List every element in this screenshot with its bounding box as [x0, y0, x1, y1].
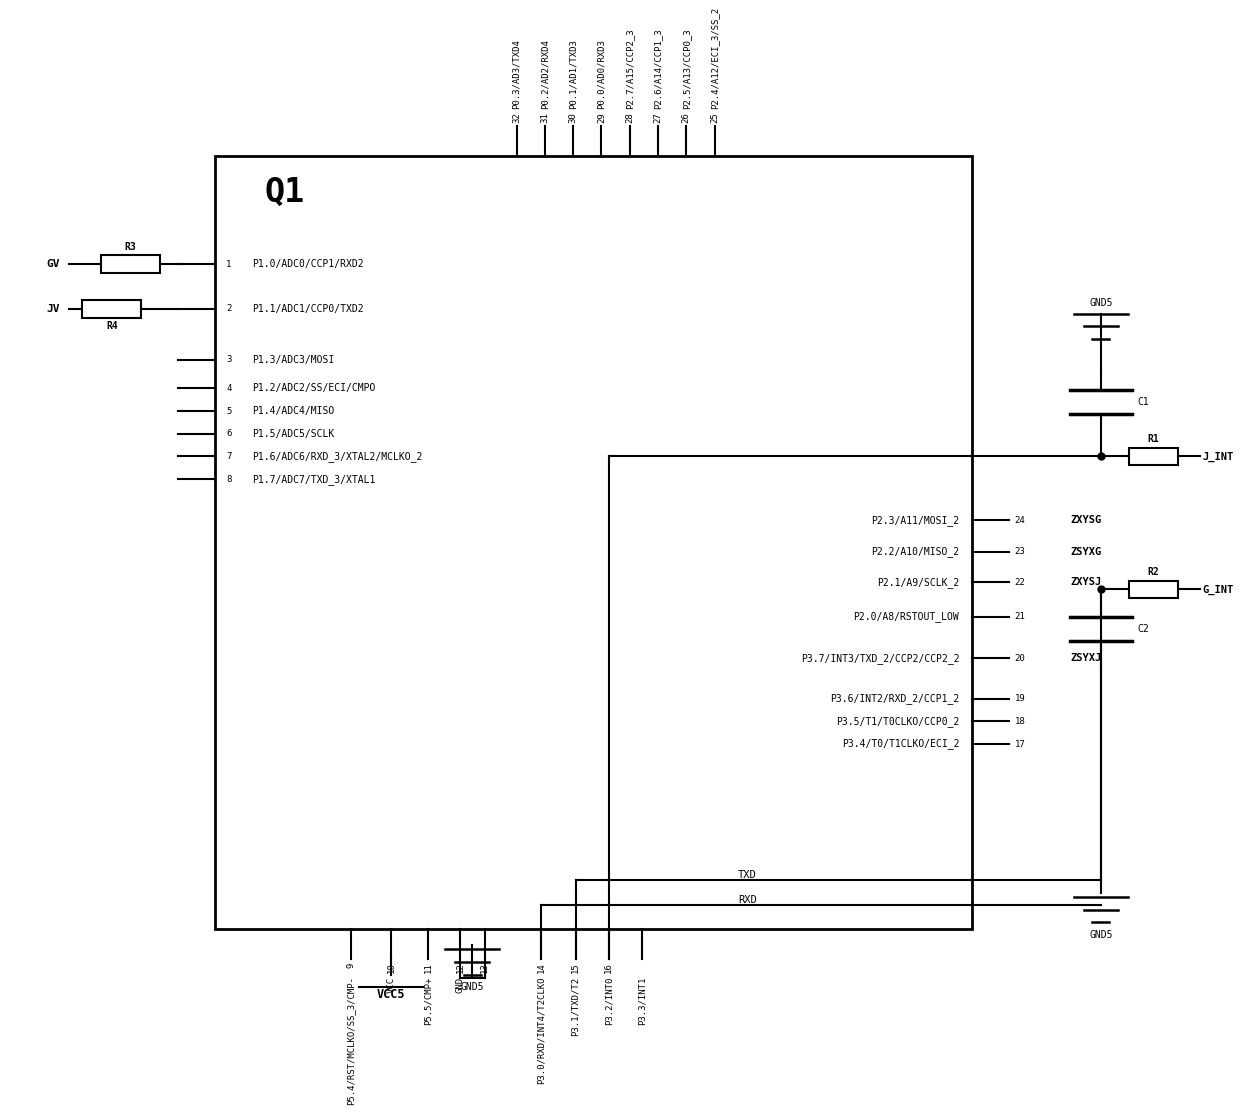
Text: P5.5/CMP+: P5.5/CMP+ [424, 977, 433, 1025]
Text: P2.5/A13/CCP0_3: P2.5/A13/CCP0_3 [682, 28, 691, 109]
Text: P1.2/ADC2/SS/ECI/CMPO: P1.2/ADC2/SS/ECI/CMPO [252, 383, 376, 393]
Text: 14: 14 [537, 962, 546, 974]
Text: 27: 27 [653, 111, 662, 123]
Text: R3: R3 [124, 242, 136, 252]
Text: 21: 21 [1014, 613, 1025, 622]
Bar [1130, 580, 1178, 598]
Text: R1: R1 [1148, 433, 1159, 443]
Text: 2: 2 [227, 304, 232, 313]
Text: P1.0/ADC0/CCP1/RXD2: P1.0/ADC0/CCP1/RXD2 [252, 260, 363, 270]
Text: P2.3/A11/MOSI_2: P2.3/A11/MOSI_2 [872, 515, 960, 526]
Text: 22: 22 [1014, 578, 1025, 587]
Text: 11: 11 [424, 962, 433, 974]
Text: 17: 17 [1014, 740, 1025, 749]
Text: GND: GND [455, 977, 465, 993]
Text: 1: 1 [227, 260, 232, 268]
Text: P0.0/AD0/RXD3: P0.0/AD0/RXD3 [596, 39, 606, 109]
Text: P3.7/INT3/TXD_2/CCP2/CCP2_2: P3.7/INT3/TXD_2/CCP2/CCP2_2 [801, 653, 960, 664]
Text: P2.0/A8/RSTOUT_LOW: P2.0/A8/RSTOUT_LOW [853, 612, 960, 623]
Text: VCC5: VCC5 [377, 988, 405, 1001]
Bar [1130, 448, 1178, 466]
Text: J_INT: J_INT [1203, 451, 1234, 461]
Text: GV: GV [47, 260, 61, 270]
Text: 12: 12 [455, 962, 465, 974]
Text: P2.2/A10/MISO_2: P2.2/A10/MISO_2 [872, 547, 960, 557]
Text: G_INT: G_INT [1203, 584, 1234, 595]
Text: P3.4/T0/T1CLKO/ECI_2: P3.4/T0/T1CLKO/ECI_2 [842, 739, 960, 750]
Bar [216, 156, 972, 929]
Text: P0.3/AD3/TXD4: P0.3/AD3/TXD4 [512, 39, 521, 109]
Text: GND5: GND5 [1089, 930, 1112, 940]
Text: 30: 30 [569, 111, 578, 123]
Text: P1.3/ADC3/MOSI: P1.3/ADC3/MOSI [252, 355, 335, 365]
Text: GND5: GND5 [460, 983, 484, 993]
Text: 5: 5 [227, 407, 232, 416]
Text: 13: 13 [480, 962, 489, 974]
Text: P1.7/ADC7/TXD_3/XTAL1: P1.7/ADC7/TXD_3/XTAL1 [252, 473, 376, 485]
Text: 25: 25 [711, 111, 719, 123]
Text: 24: 24 [1014, 516, 1025, 525]
Text: P1.4/ADC4/MISO: P1.4/ADC4/MISO [252, 407, 335, 417]
Text: P0.1/AD1/TXD3: P0.1/AD1/TXD3 [569, 39, 578, 109]
Text: P2.6/A14/CCP1_3: P2.6/A14/CCP1_3 [653, 28, 662, 109]
Text: VCC: VCC [387, 977, 396, 993]
Bar [100, 255, 160, 273]
Text: ZXYSG: ZXYSG [1070, 516, 1101, 526]
Text: 3: 3 [227, 355, 232, 364]
Text: 10: 10 [387, 962, 396, 974]
Text: P3.3/INT1: P3.3/INT1 [637, 977, 646, 1025]
Text: GND5: GND5 [1089, 297, 1112, 307]
Text: P3.0/RXD/INT4/T2CLKO: P3.0/RXD/INT4/T2CLKO [537, 977, 546, 1084]
Text: ZSYXJ: ZSYXJ [1070, 653, 1101, 663]
Text: ZXYSJ: ZXYSJ [1070, 577, 1101, 587]
Text: P1.5/ADC5/SCLK: P1.5/ADC5/SCLK [252, 429, 335, 439]
Text: 8: 8 [227, 475, 232, 483]
Text: P1.1/ADC1/CCP0/TXD2: P1.1/ADC1/CCP0/TXD2 [252, 304, 363, 314]
Text: P3.6/INT2/RXD_2/CCP1_2: P3.6/INT2/RXD_2/CCP1_2 [830, 693, 960, 704]
Text: P2.7/A15/CCP2_3: P2.7/A15/CCP2_3 [625, 28, 634, 109]
Text: 32: 32 [512, 111, 521, 123]
Text: P3.2/INT0: P3.2/INT0 [604, 977, 614, 1025]
Text: P5.4/RST/MCLKO/SS_3/CMP-: P5.4/RST/MCLKO/SS_3/CMP- [346, 977, 355, 1105]
Bar [82, 300, 141, 317]
Text: 7: 7 [227, 452, 232, 461]
Text: P1.6/ADC6/RXD_3/XTAL2/MCLKO_2: P1.6/ADC6/RXD_3/XTAL2/MCLKO_2 [252, 451, 423, 462]
Text: P2.1/A9/SCLK_2: P2.1/A9/SCLK_2 [877, 577, 960, 588]
Text: 18: 18 [1014, 717, 1025, 726]
Text: 19: 19 [1014, 694, 1025, 703]
Text: 4: 4 [227, 384, 232, 393]
Text: 15: 15 [572, 962, 580, 974]
Text: JV: JV [47, 304, 61, 314]
Text: 26: 26 [682, 111, 691, 123]
Text: 6: 6 [227, 429, 232, 438]
Text: 28: 28 [625, 111, 634, 123]
Text: R4: R4 [107, 322, 118, 332]
Text: Q1: Q1 [264, 176, 305, 208]
Text: P2.4/A12/ECI_3/SS_2: P2.4/A12/ECI_3/SS_2 [711, 7, 719, 109]
Text: R2: R2 [1148, 567, 1159, 577]
Text: ZSYXG: ZSYXG [1070, 547, 1101, 557]
Text: RXD: RXD [738, 895, 756, 905]
Text: P3.1/TXD/T2: P3.1/TXD/T2 [572, 977, 580, 1036]
Text: C2: C2 [1137, 624, 1149, 634]
Text: 23: 23 [1014, 547, 1025, 557]
Text: 16: 16 [604, 962, 614, 974]
Text: P0.2/AD2/RXD4: P0.2/AD2/RXD4 [541, 39, 549, 109]
Text: 29: 29 [596, 111, 606, 123]
Text: C1: C1 [1137, 398, 1149, 408]
Text: 31: 31 [541, 111, 549, 123]
Text: 20: 20 [1014, 654, 1025, 663]
Text: TXD: TXD [738, 870, 756, 880]
Text: P3.5/T1/T0CLKO/CCP0_2: P3.5/T1/T0CLKO/CCP0_2 [836, 716, 960, 726]
Text: 9: 9 [346, 962, 355, 968]
